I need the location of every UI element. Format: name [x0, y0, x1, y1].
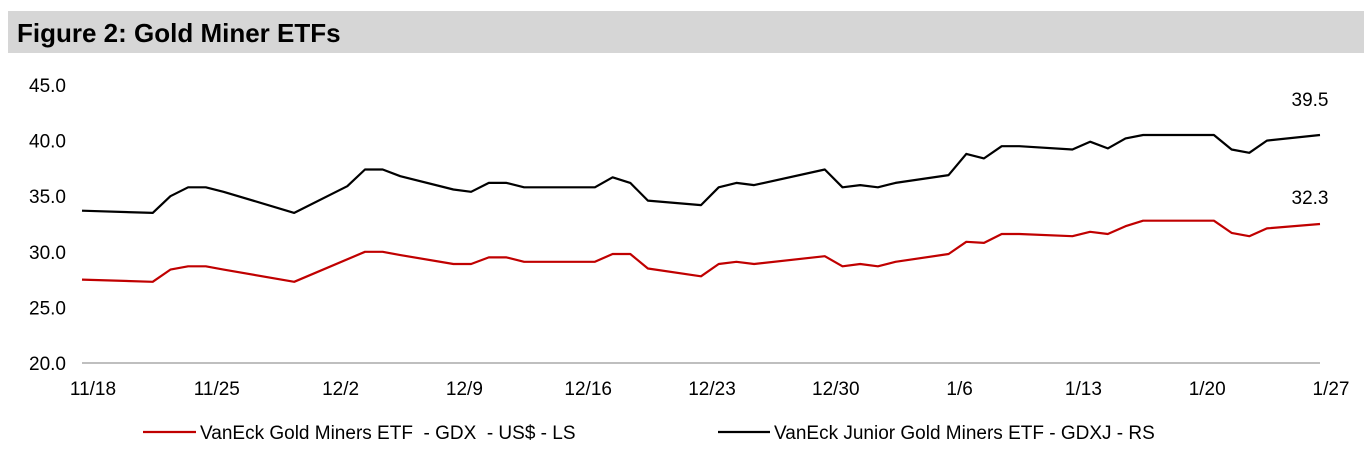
y-tick-label: 45.0: [29, 76, 66, 97]
y-axis: 20.0 25.0 30.0 35.0 40.0 45.0: [29, 76, 66, 375]
y-tick-label: 20.0: [29, 354, 66, 375]
y-tick-label: 25.0: [29, 298, 66, 319]
series-layer: 32.3 39.5: [81, 90, 1329, 283]
x-tick-label: 1/27: [1313, 379, 1350, 400]
x-tick-label: 11/18: [70, 379, 116, 400]
figure-title: Figure 2: Gold Miner ETFs: [17, 18, 341, 48]
legend-label: VanEck Junior Gold Miners ETF - GDXJ - R…: [774, 423, 1155, 444]
y-tick-label: 40.0: [29, 132, 66, 153]
x-tick-label: 12/30: [812, 379, 860, 400]
x-tick-label: 12/2: [322, 379, 359, 400]
legend: VanEck Gold Miners ETF - GDX - US$ - LS V…: [143, 423, 1155, 444]
x-tick-label: 12/23: [688, 379, 736, 400]
y-tick-label: 30.0: [29, 243, 66, 264]
x-axis: 11/18 11/25 12/2 12/9 12/16 12/23 12/30 1/6 1/13…: [70, 362, 1350, 400]
x-tick-label: 1/13: [1065, 379, 1102, 400]
gdx-end-label: 32.3: [1292, 188, 1329, 209]
x-tick-label: 1/6: [946, 379, 972, 400]
gdxj-end-label: 39.5: [1292, 90, 1329, 111]
y-tick-label: 35.0: [29, 187, 66, 208]
gdxj-series-line: [81, 133, 1321, 214]
x-tick-label: 11/25: [194, 379, 240, 400]
legend-label: VanEck Gold Miners ETF - GDX - US$ - LS: [200, 423, 576, 444]
gdx-series-line: [81, 219, 1321, 283]
x-tick-label: 1/20: [1189, 379, 1226, 400]
x-tick-label: 12/16: [564, 379, 612, 400]
x-tick-label: 12/9: [446, 379, 483, 400]
title-bar: Figure 2: Gold Miner ETFs: [8, 11, 1364, 53]
